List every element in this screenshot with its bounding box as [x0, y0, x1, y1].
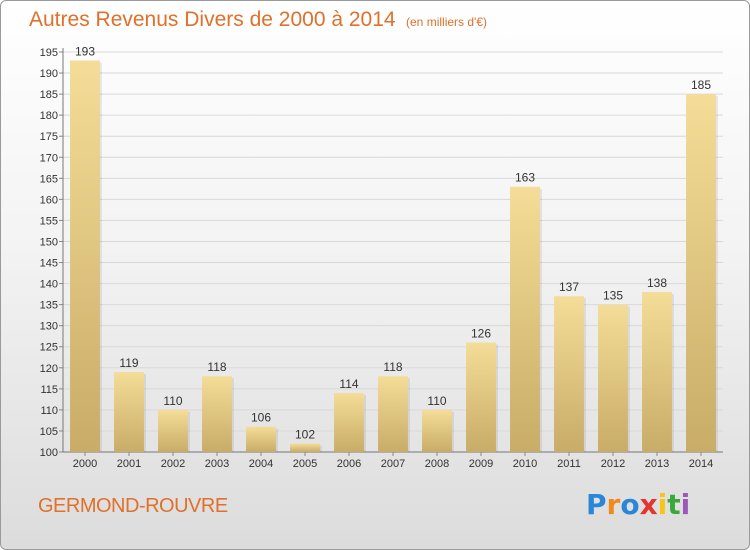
y-tick-label: 150	[40, 236, 58, 248]
x-tick-label: 2000	[73, 458, 97, 470]
data-label: 137	[559, 280, 579, 294]
bar	[202, 376, 232, 452]
data-label: 185	[691, 78, 711, 92]
proxiti-logo: Proxiti	[586, 488, 690, 521]
x-tick-label: 2008	[425, 458, 449, 470]
y-tick-label: 145	[40, 258, 58, 270]
y-tick-label: 110	[40, 405, 58, 417]
bar	[158, 409, 188, 452]
x-tick-label: 2004	[249, 458, 273, 470]
x-tick-label: 2003	[205, 458, 229, 470]
x-tick-label: 2009	[469, 458, 493, 470]
bar	[422, 409, 452, 452]
x-tick-label: 2013	[645, 458, 669, 470]
bar	[554, 296, 584, 452]
bar	[598, 304, 628, 452]
data-label: 126	[471, 327, 491, 341]
y-tick-label: 185	[40, 89, 58, 101]
x-tick-label: 2010	[513, 458, 537, 470]
data-label: 193	[75, 44, 95, 58]
x-tick-label: 2014	[689, 458, 713, 470]
x-tick-label: 2001	[117, 458, 141, 470]
y-tick-label: 180	[40, 110, 58, 122]
brand-letter: r	[606, 488, 621, 521]
data-label: 106	[251, 411, 271, 425]
y-tick-label: 155	[40, 215, 58, 227]
x-tick-label: 2005	[293, 458, 317, 470]
brand-letter: i	[680, 488, 691, 521]
data-label: 135	[603, 289, 623, 303]
bar	[466, 342, 496, 452]
x-tick-label: 2006	[337, 458, 361, 470]
bar	[686, 94, 716, 453]
data-label: 138	[647, 276, 667, 290]
y-tick-label: 135	[40, 300, 58, 312]
bar	[70, 60, 100, 452]
chart-title: Autres Revenus Divers de 2000 à 2014	[29, 8, 396, 31]
y-tick-label: 120	[40, 363, 58, 375]
x-tick-label: 2002	[161, 458, 185, 470]
chart-subtitle: (en milliers d'€)	[406, 15, 487, 29]
bar	[246, 426, 276, 452]
bar	[378, 376, 408, 452]
data-label: 118	[207, 360, 226, 374]
y-tick-label: 105	[40, 426, 58, 438]
brand-letter: t	[667, 488, 681, 521]
x-tick-label: 2007	[381, 458, 405, 470]
y-tick-label: 100	[40, 447, 58, 459]
brand-letter: x	[639, 488, 658, 521]
data-label: 114	[339, 377, 358, 391]
x-tick-label: 2012	[601, 458, 625, 470]
brand-letter: o	[620, 488, 640, 521]
data-label: 110	[163, 394, 182, 408]
bar	[334, 393, 364, 452]
y-tick-label: 130	[40, 321, 58, 333]
data-label: 102	[295, 428, 315, 442]
y-tick-label: 165	[40, 173, 58, 185]
brand-letter: P	[586, 488, 607, 521]
data-label: 163	[515, 171, 535, 185]
x-tick-label: 2011	[557, 458, 581, 470]
y-tick-label: 170	[40, 152, 58, 164]
bar	[642, 292, 672, 452]
bar	[510, 186, 540, 452]
data-label: 110	[427, 394, 446, 408]
data-label: 118	[383, 360, 402, 374]
y-tick-label: 195	[40, 47, 58, 59]
brand-letter: i	[657, 488, 668, 521]
town-name: GERMOND-ROUVRE	[38, 495, 228, 517]
y-tick-label: 190	[40, 68, 58, 80]
bar	[114, 372, 144, 452]
data-label: 119	[119, 356, 138, 370]
y-tick-label: 160	[40, 194, 58, 206]
y-tick-label: 115	[40, 384, 58, 396]
chart-header: Autres Revenus Divers de 2000 à 2014 (en…	[29, 8, 487, 32]
y-tick-label: 140	[40, 279, 58, 291]
bar	[290, 443, 320, 452]
y-tick-label: 175	[40, 131, 58, 143]
y-tick-label: 125	[40, 342, 58, 354]
